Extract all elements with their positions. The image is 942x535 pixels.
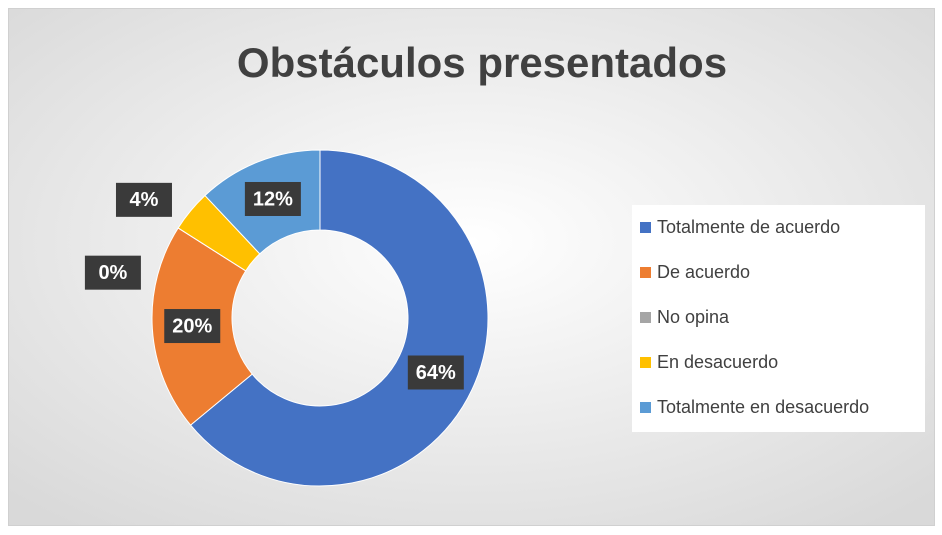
data-label: 12% [253, 188, 293, 210]
data-label-box [84, 255, 141, 290]
legend-label: No opina [657, 307, 730, 327]
legend-swatch [640, 357, 651, 368]
legend-swatch [640, 312, 651, 323]
legend-swatch [640, 402, 651, 413]
data-label: 64% [416, 362, 456, 384]
data-label-box [164, 309, 221, 344]
legend-label: Totalmente en desacuerdo [657, 397, 869, 417]
legend-label: Totalmente de acuerdo [657, 217, 840, 237]
data-label-box [115, 182, 172, 217]
data-label-box [244, 181, 301, 216]
legend-box [632, 205, 925, 432]
legend-swatch [640, 222, 651, 233]
legend-label: En desacuerdo [657, 352, 778, 372]
data-label-box [407, 355, 464, 390]
data-label: 0% [98, 262, 127, 284]
legend-label: De acuerdo [657, 262, 750, 282]
legend-swatch [640, 267, 651, 278]
chart-title: Obstáculos presentados [237, 39, 727, 86]
donut-slice [189, 149, 489, 487]
data-label: 20% [172, 315, 212, 337]
data-label: 4% [130, 189, 159, 211]
